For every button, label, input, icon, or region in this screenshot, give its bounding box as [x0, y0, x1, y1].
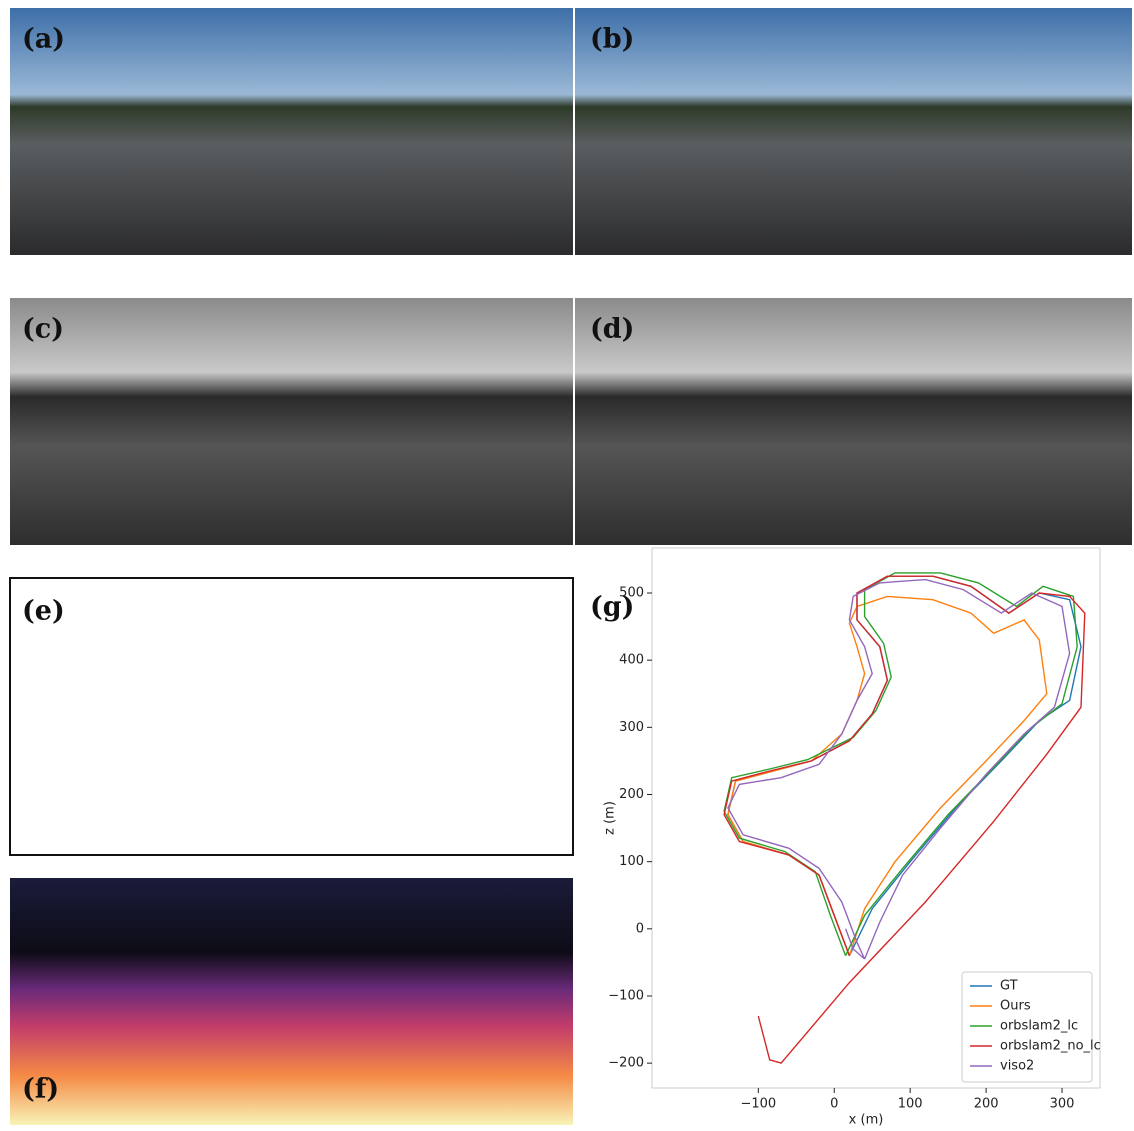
x-tick-label: −100: [740, 1097, 776, 1112]
y-tick-label: −200: [608, 1056, 644, 1071]
legend-label: GT: [1000, 979, 1018, 994]
panel-label: (d): [590, 314, 634, 345]
y-tick-label: 300: [619, 720, 644, 735]
trajectory: [724, 573, 1077, 956]
y-tick-label: 400: [619, 653, 644, 668]
panel-label: (c): [22, 314, 64, 345]
sparse-depth: [10, 578, 573, 855]
x-tick-label: 0: [830, 1097, 838, 1112]
y-tick-label: −100: [608, 988, 644, 1003]
figure: (a) (b) (c) (d) (e) (f) (g) −10001002003…: [0, 0, 1134, 1127]
photo-d: [575, 298, 1132, 545]
y-tick-label: 0: [636, 921, 644, 936]
x-tick-label: 100: [898, 1097, 923, 1112]
y-tick-label: 100: [619, 854, 644, 869]
x-tick-label: 300: [1050, 1097, 1075, 1112]
dense-depth: [10, 878, 573, 1125]
panel-label: (f): [22, 1074, 59, 1105]
trajectory-plot: −100 0 100 200 300 −200 −100 0 100 200 300 400 500 x …: [603, 548, 1101, 1127]
panel-label: (a): [22, 24, 65, 55]
x-axis-label: x (m): [849, 1113, 884, 1128]
x-tick-label: 200: [974, 1097, 999, 1112]
legend-label: Ours: [1000, 999, 1031, 1014]
legend-label: orbslam2_no_lc: [1000, 1039, 1101, 1054]
panel-label: (b): [590, 24, 634, 55]
y-tick-label: 200: [619, 787, 644, 802]
y-axis-label: z (m): [603, 801, 618, 835]
photo-b: [575, 8, 1132, 255]
legend-label: viso2: [1000, 1059, 1034, 1074]
trajectory: [728, 596, 1047, 955]
legend-label: orbslam2_lc: [1000, 1019, 1078, 1034]
panel-label: (e): [22, 596, 65, 627]
photo-a: [10, 8, 573, 255]
photo-c: [10, 298, 573, 545]
y-tick-label: 500: [619, 586, 644, 601]
